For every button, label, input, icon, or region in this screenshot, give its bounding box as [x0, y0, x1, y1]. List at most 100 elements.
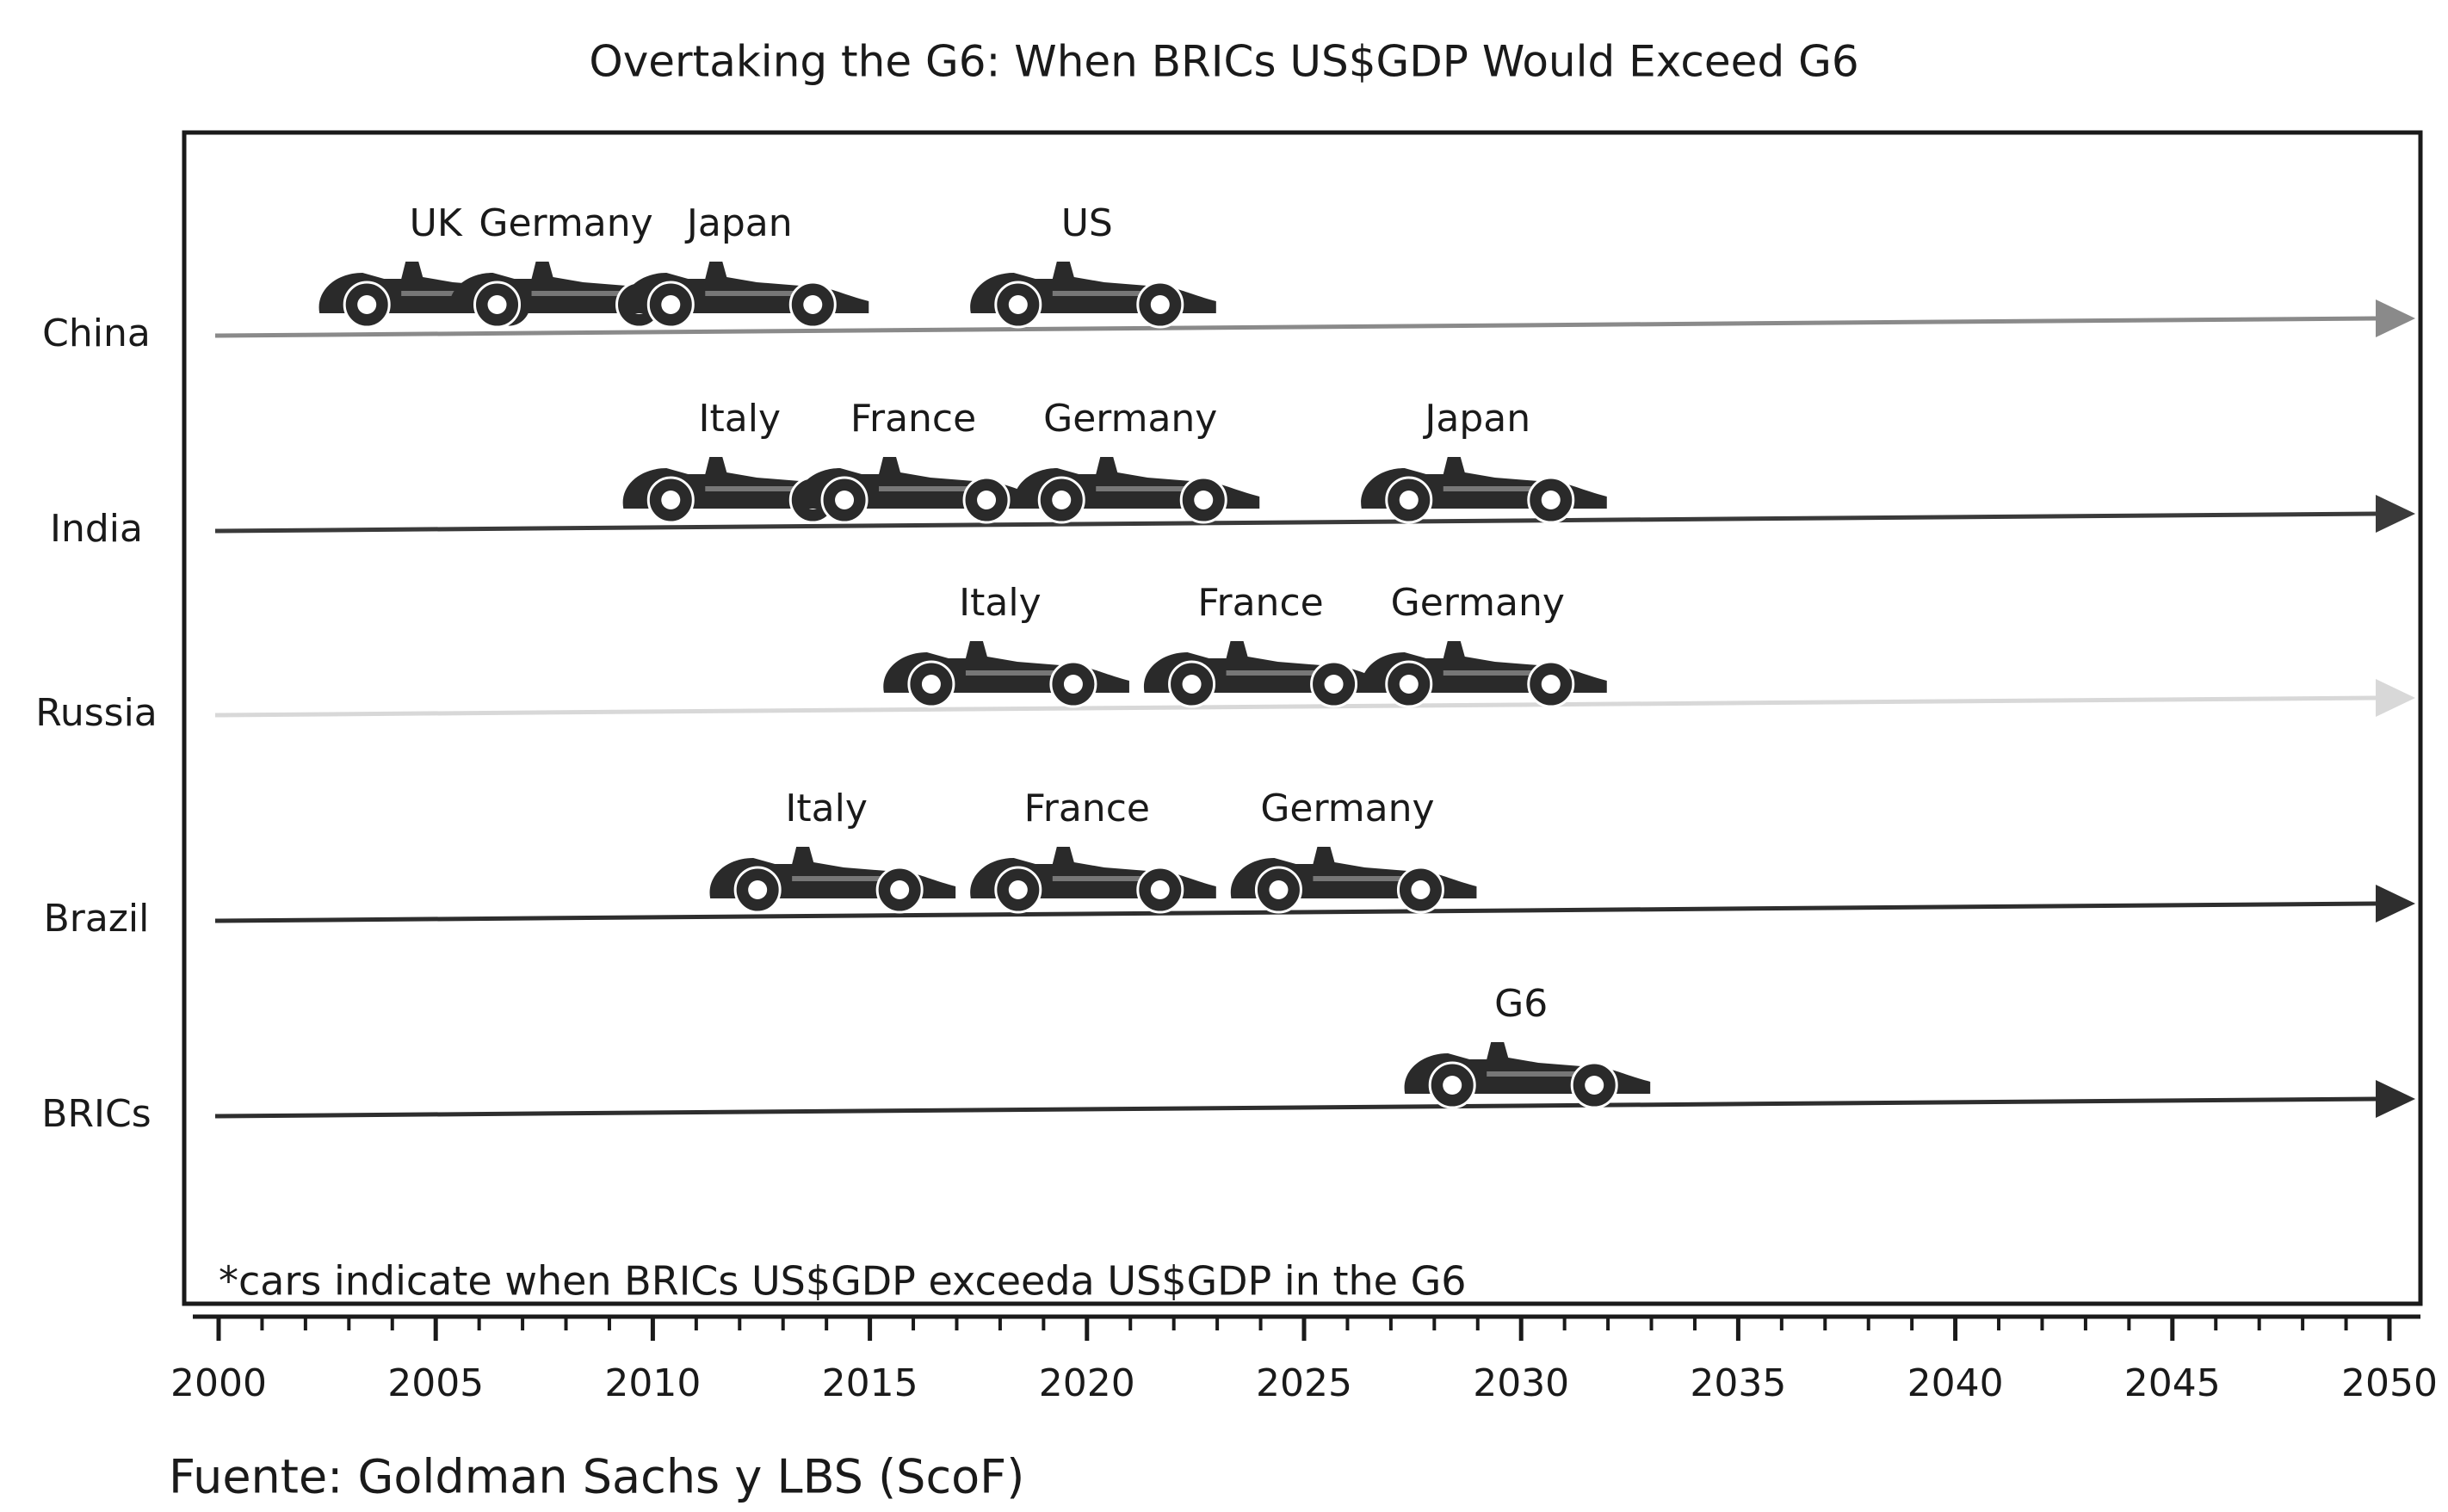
car-stripe	[1052, 876, 1165, 881]
hub	[890, 880, 910, 899]
car-label: Germany	[1260, 787, 1434, 830]
car-stripe	[1052, 291, 1165, 296]
car	[1230, 847, 1477, 914]
x-tick-label: 2010	[604, 1361, 701, 1405]
hub	[1052, 491, 1072, 509]
car-label: France	[1024, 787, 1150, 830]
car-stripe	[705, 486, 818, 491]
hub	[661, 491, 681, 509]
footnote: *cars indicate when BRICs US$GDP exceeda…	[219, 1258, 1467, 1305]
car-stripe	[1096, 486, 1209, 491]
car-stripe	[1313, 876, 1425, 881]
hub	[1150, 880, 1170, 899]
hub	[357, 295, 377, 314]
hub	[1008, 295, 1028, 314]
car	[970, 262, 1216, 329]
row-arrow-line	[214, 901, 2377, 923]
car-stripe	[705, 291, 818, 296]
hub	[1182, 675, 1202, 694]
car	[1361, 641, 1607, 708]
hub	[1194, 491, 1214, 509]
x-tick-label: 2000	[170, 1361, 267, 1405]
row-arrowhead	[2376, 495, 2415, 533]
hub	[1443, 1076, 1462, 1095]
car	[622, 262, 869, 329]
car	[796, 457, 1043, 524]
car-label: Germany	[1043, 397, 1217, 441]
x-tick-label: 2050	[2341, 1361, 2438, 1405]
car-stripe	[1487, 1071, 1599, 1077]
row-arrow-line	[214, 1096, 2377, 1119]
car	[1361, 457, 1607, 524]
row-arrowhead	[2376, 885, 2415, 923]
row-arrow-line	[214, 695, 2377, 718]
source: Fuente: Goldman Sachs y LBS (ScoF)	[169, 1450, 1024, 1504]
car-label: Germany	[1391, 581, 1565, 625]
hub	[487, 295, 507, 314]
car-stripe	[879, 486, 992, 491]
car-label: Japan	[684, 201, 793, 245]
car-stripe	[792, 876, 905, 881]
car-stripe	[1226, 670, 1338, 676]
row-arrow-line	[214, 511, 2377, 534]
row-label: India	[50, 507, 143, 551]
car	[883, 641, 1129, 708]
hub	[1411, 880, 1431, 899]
car-stripe	[965, 670, 1078, 676]
row-label: BRICs	[41, 1092, 151, 1136]
car-label: UK	[410, 201, 463, 245]
car-label: Italy	[959, 581, 1041, 625]
hub	[1585, 1076, 1604, 1095]
hub	[1324, 675, 1344, 694]
hub	[1063, 675, 1083, 694]
hub	[1399, 491, 1419, 509]
hub	[1269, 880, 1289, 899]
x-tick-label: 2015	[822, 1361, 918, 1405]
x-tick-label: 2025	[1256, 1361, 1352, 1405]
car-label: Japan	[1422, 397, 1530, 441]
hub	[748, 880, 768, 899]
x-tick-label: 2020	[1039, 1361, 1135, 1405]
car	[709, 847, 956, 914]
row-arrowhead	[2376, 299, 2415, 337]
hub	[661, 295, 681, 314]
car	[1143, 641, 1390, 708]
hub	[977, 491, 997, 509]
hub	[1541, 491, 1561, 509]
car-stripe	[531, 291, 644, 296]
hub	[1399, 675, 1419, 694]
hub	[921, 675, 941, 694]
plot-frame	[182, 130, 2423, 1306]
row-arrow-line	[214, 316, 2377, 338]
car	[1013, 457, 1260, 524]
row-label: Russia	[35, 691, 158, 735]
hub	[1541, 675, 1561, 694]
hub	[835, 491, 855, 509]
x-tick-label: 2035	[1690, 1361, 1786, 1405]
row-arrowhead	[2376, 679, 2415, 717]
chart-title: Overtaking the G6: When BRICs US$GDP Wou…	[589, 37, 1858, 87]
x-tick-label: 2005	[387, 1361, 484, 1405]
car-label: Germany	[479, 201, 652, 245]
x-tick-label: 2045	[2124, 1361, 2221, 1405]
car-label: France	[1197, 581, 1323, 625]
car-label: France	[850, 397, 976, 441]
car-label: G6	[1494, 982, 1548, 1026]
hub	[1150, 295, 1170, 314]
car	[970, 847, 1216, 914]
row-arrowhead	[2376, 1080, 2415, 1118]
car-label: Italy	[785, 787, 867, 830]
car-stripe	[1443, 670, 1555, 676]
car-stripe	[1443, 486, 1555, 491]
car	[1404, 1042, 1651, 1109]
hub	[803, 295, 823, 314]
x-tick-label: 2040	[1907, 1361, 2004, 1405]
row-label: Brazil	[44, 897, 150, 941]
car-label: Italy	[699, 397, 781, 441]
car-label: US	[1061, 201, 1113, 245]
hub	[1008, 880, 1028, 899]
x-tick-label: 2030	[1473, 1361, 1569, 1405]
row-label: China	[42, 312, 151, 355]
